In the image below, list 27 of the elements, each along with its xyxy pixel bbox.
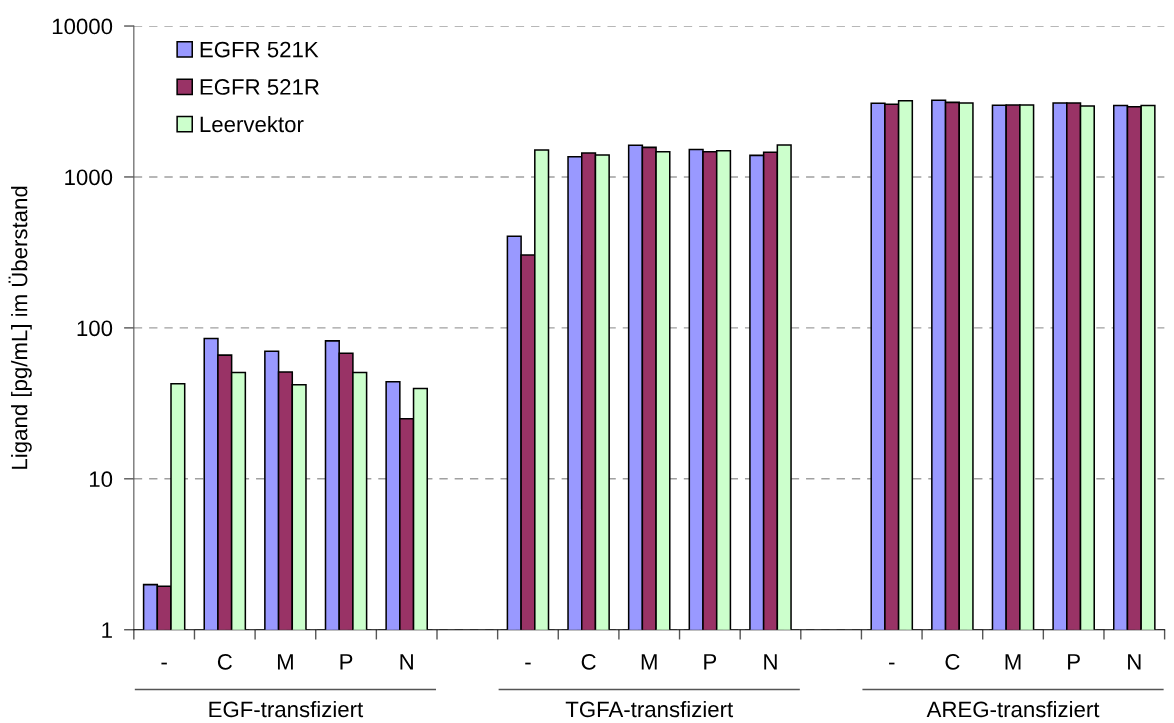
y-tick-label: 1000: [65, 169, 113, 186]
y-tick-label: 1: [102, 622, 112, 638]
x-tick-label: M: [277, 654, 293, 670]
legend-label: EGFR 521K: [200, 41, 319, 58]
y-tick-label: 10: [89, 471, 113, 488]
x-tick-label: N: [764, 654, 777, 670]
y-axis-title: Ligand [pg/mL] im Überstand: [8, 186, 32, 469]
legend-label: EGFR 521R: [200, 79, 319, 95]
y-tick-label: 10000: [52, 18, 113, 35]
text: EGF-transfiziert: [209, 700, 364, 718]
text: AREG-transfiziert: [926, 700, 1100, 718]
x-tick-label: C: [945, 653, 960, 670]
x-tick-label: N: [400, 654, 413, 670]
x-tick-label: -: [161, 662, 167, 665]
x-tick-label: -: [889, 662, 895, 665]
x-tick-label: P: [1068, 654, 1080, 670]
x-tick-label: -: [525, 662, 531, 665]
x-tick-label: C: [581, 653, 596, 670]
text: TGFA-transfiziert: [565, 700, 734, 718]
x-tick-label: N: [1128, 654, 1141, 670]
y-tick-label: 100: [77, 320, 113, 337]
x-tick-label: P: [340, 654, 353, 670]
legend-label: Leervektor: [200, 115, 304, 133]
x-tick-label: P: [704, 654, 717, 670]
x-tick-label: C: [217, 653, 232, 670]
x-tick-label: M: [641, 654, 657, 670]
x-tick-label: M: [1005, 654, 1021, 670]
